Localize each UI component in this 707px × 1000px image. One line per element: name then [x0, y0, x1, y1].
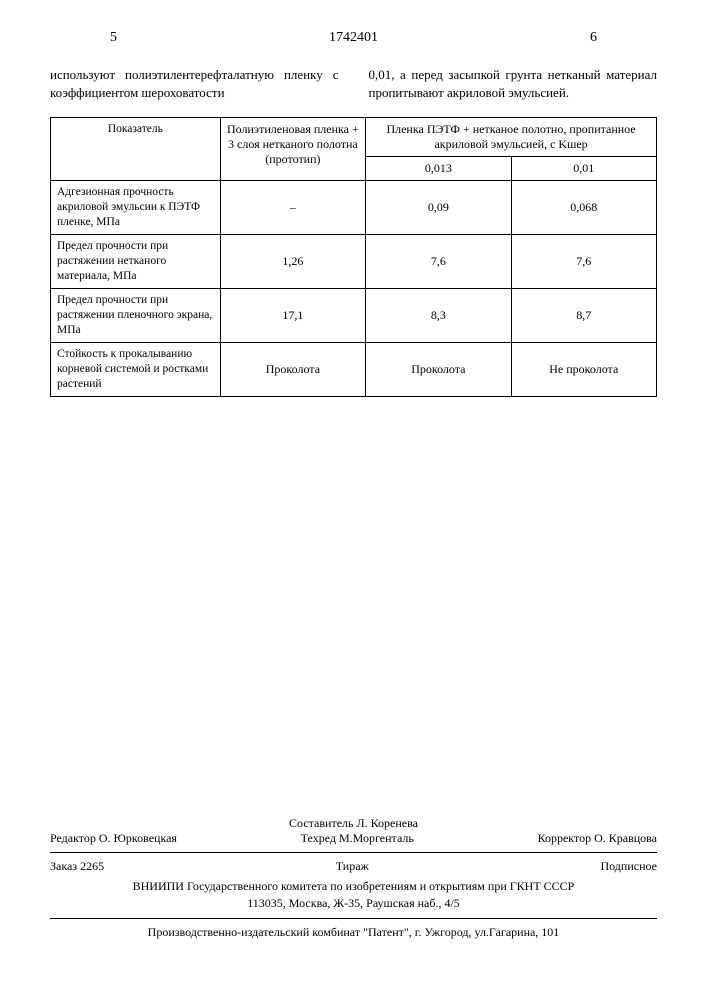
printer-line: Производственно-издательский комбинат "П…	[50, 925, 657, 940]
page-header: 5 1742401 6	[50, 30, 657, 46]
data-cell: Проколота	[220, 342, 365, 396]
compiler-line: Составитель Л. Коренева	[50, 816, 657, 831]
order-label: Заказ	[50, 859, 77, 873]
row-label: Предел прочности при растяжении пленочно…	[51, 289, 221, 343]
credits-row: Редактор О. Юрковецкая Техред М.Моргента…	[50, 831, 657, 846]
table-header-row-1: Показатель Полиэтиленовая пленка + 3 сло…	[51, 118, 657, 157]
table-row: Предел прочности при растяжении нетканог…	[51, 235, 657, 289]
order-number: 2265	[80, 859, 104, 873]
techred-name: М.Моргенталь	[339, 831, 414, 845]
data-cell: 7,6	[366, 235, 511, 289]
data-cell: Не проколота	[511, 342, 656, 396]
institute-line-1: ВНИИПИ Государственного комитета по изоб…	[50, 878, 657, 895]
table-row: Предел прочности при растяжении пленочно…	[51, 289, 657, 343]
data-cell: 1,26	[220, 235, 365, 289]
data-cell: 0,068	[511, 181, 656, 235]
order-row: Заказ 2265 Тираж Подписное	[50, 859, 657, 874]
corrector-block: Корректор О. Кравцова	[538, 831, 657, 846]
data-table: Показатель Полиэтиленовая пленка + 3 сло…	[50, 117, 657, 396]
data-cell: 8,3	[366, 289, 511, 343]
editor-block: Редактор О. Юрковецкая	[50, 831, 177, 846]
footer-section: Составитель Л. Коренева Редактор О. Юрко…	[50, 816, 657, 940]
techred-label: Техред	[301, 831, 336, 845]
editor-label: Редактор	[50, 831, 96, 845]
circulation-label: Тираж	[336, 859, 369, 874]
row-label: Предел прочности при растяжении нетканог…	[51, 235, 221, 289]
data-cell: 7,6	[511, 235, 656, 289]
row-label: Стойкость к прокалыванию корневой систем…	[51, 342, 221, 396]
col-header-k1: 0,013	[366, 157, 511, 181]
body-left-column: используют полиэтилентерефталатную пленк…	[50, 66, 339, 102]
institute-line-2: 113035, Москва, Ж-35, Раушская наб., 4/5	[50, 895, 657, 912]
row-label: Адгезионная прочность акриловой эмульсии…	[51, 181, 221, 235]
divider	[50, 918, 657, 919]
subscription-label: Подписное	[600, 859, 657, 874]
data-cell: 8,7	[511, 289, 656, 343]
data-cell: 0,09	[366, 181, 511, 235]
document-number: 1742401	[117, 30, 590, 46]
page-number-left: 5	[110, 30, 117, 46]
techred-block: Техред М.Моргенталь	[301, 831, 414, 846]
body-paragraphs: используют полиэтилентерефталатную пленк…	[50, 66, 657, 102]
table-row: Адгезионная прочность акриловой эмульсии…	[51, 181, 657, 235]
table-row: Стойкость к прокалыванию корневой систем…	[51, 342, 657, 396]
editor-name: О. Юрковецкая	[99, 831, 177, 845]
data-cell: –	[220, 181, 365, 235]
col-header-petf: Пленка ПЭТФ + нетканое полотно, пропитан…	[366, 118, 657, 157]
institute-block: ВНИИПИ Государственного комитета по изоб…	[50, 878, 657, 912]
data-cell: Проколота	[366, 342, 511, 396]
col-header-indicator: Показатель	[51, 118, 221, 181]
body-right-column: 0,01, а перед засыпкой грунта нетканый м…	[369, 66, 658, 102]
divider	[50, 852, 657, 853]
corrector-name: О. Кравцова	[594, 831, 657, 845]
data-cell: 17,1	[220, 289, 365, 343]
col-header-k2: 0,01	[511, 157, 656, 181]
col-header-prototype: Полиэтиленовая пленка + 3 слоя нетканого…	[220, 118, 365, 181]
compiler-label: Составитель	[289, 816, 353, 830]
corrector-label: Корректор	[538, 831, 592, 845]
order-block: Заказ 2265	[50, 859, 104, 874]
compiler-name: Л. Коренева	[357, 816, 418, 830]
page-number-right: 6	[590, 30, 597, 46]
